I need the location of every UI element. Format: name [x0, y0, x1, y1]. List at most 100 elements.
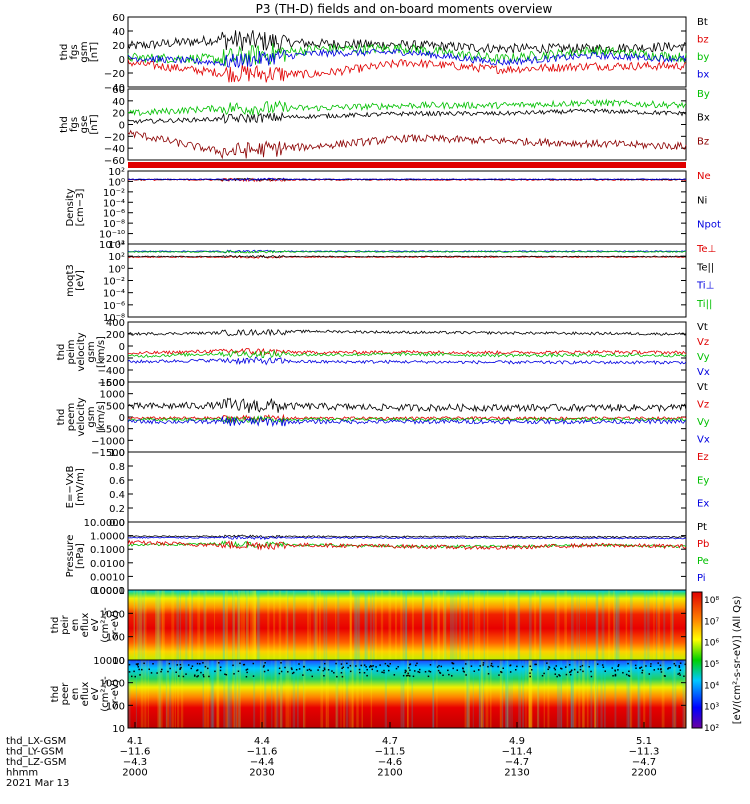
spectrogram-dot [601, 664, 604, 666]
spectrogram-streak [499, 660, 502, 728]
spectrogram-streak [222, 590, 225, 660]
legend-entry: Vx [697, 435, 710, 446]
spectrogram-dot [141, 668, 143, 671]
y-tick-label: −40 [104, 144, 125, 155]
spectrogram-streak [384, 660, 388, 728]
y-tick-label: −20 [104, 132, 125, 143]
spectrogram-streak [474, 590, 478, 660]
colorbar-tick: 10³ [704, 703, 719, 713]
y-axis-label: peer [60, 682, 71, 706]
spectrogram-streak [297, 660, 299, 728]
spectrogram-streak [252, 590, 256, 660]
spectrogram-streak [405, 590, 408, 660]
x-tick-value: −4.7 [632, 757, 656, 768]
spectrogram-streak [253, 590, 257, 660]
y-tick-label: 1000 [100, 679, 125, 690]
x-row-label: thd_LY-GSM [6, 747, 63, 758]
y-axis-label: E=−VxB [65, 466, 76, 509]
spectrogram-dot [546, 662, 548, 664]
spectrogram-streak [444, 590, 447, 660]
x-tick-value: 2030 [249, 768, 274, 779]
spectrogram-dot [369, 665, 372, 667]
spectrogram-streak [323, 590, 326, 660]
spectrogram-streak [570, 660, 574, 728]
spectrogram-dot [160, 670, 162, 673]
spectrogram-dot [381, 671, 383, 674]
spectrogram-streak [437, 590, 440, 660]
spectrogram-streak [547, 660, 550, 728]
spectrogram-dot [168, 662, 171, 665]
spectrogram-dot [438, 664, 440, 667]
y-tick-label: 40 [112, 27, 125, 38]
spectrogram-streak [285, 590, 288, 660]
spectrogram-dot [408, 675, 411, 677]
spectrogram-dot [284, 666, 286, 669]
spectrogram-streak [586, 660, 589, 728]
y-tick-label: 20 [112, 109, 125, 120]
y-tick-label: 60 [112, 85, 125, 96]
spectrogram-dot [280, 670, 283, 673]
y-tick-label: −1000 [91, 436, 125, 447]
spectrogram-streak [472, 660, 474, 728]
spectrogram-dot [684, 663, 687, 666]
spectrogram-streak [325, 660, 327, 728]
spectrogram-streak [578, 590, 580, 660]
y-tick-label: 40 [112, 97, 125, 108]
spectrogram-streak [436, 590, 440, 660]
spectrogram-dot [648, 673, 651, 675]
spectrogram-dot [323, 675, 325, 677]
y-axis-label: thd [50, 617, 61, 634]
spectrogram-dot [196, 669, 198, 672]
y-tick-label: 10000 [93, 656, 125, 667]
spectrogram-dot [465, 663, 467, 665]
spectrogram-dot [477, 669, 480, 671]
spectrogram-streak [307, 590, 310, 660]
spectrogram-streak [210, 660, 214, 728]
spectrogram-streak [682, 660, 685, 728]
spectrogram-dot [178, 675, 180, 677]
spectrogram-dot [548, 666, 550, 668]
spectrogram-dot [442, 674, 444, 677]
spectrogram-streak [243, 590, 246, 660]
spectrogram-dot [246, 668, 249, 671]
spectrogram-dot [308, 668, 311, 671]
spectrogram-streak [213, 590, 215, 660]
spectrogram-dot [196, 662, 199, 665]
spectrogram-streak [365, 590, 368, 660]
spectrogram-dot [570, 670, 572, 673]
legend-entry: By [697, 89, 710, 100]
spectrogram-dot [185, 673, 187, 675]
legend-entry: bz [697, 35, 709, 46]
spectrogram-streak [480, 660, 484, 728]
spectrogram-dot [379, 664, 381, 666]
spectrogram-streak [529, 660, 533, 728]
spectrogram-dot [679, 669, 682, 671]
spectrogram-streak [189, 590, 191, 660]
spectrogram-dot [490, 664, 492, 667]
y-tick-label: 1500 [100, 378, 125, 389]
spectrogram-dot [428, 670, 430, 672]
y-axis-label: Density [65, 188, 76, 226]
spectrogram-streak [179, 590, 182, 660]
spectrogram-streak [500, 660, 503, 728]
series-line-Vt [127, 397, 687, 414]
spectrogram-streak [267, 590, 270, 660]
spectrogram-dot [336, 675, 338, 678]
y-axis-label: gsm [86, 406, 97, 427]
spectrogram-streak [140, 590, 142, 660]
spectrogram-streak [404, 590, 408, 660]
spectrogram-streak [661, 660, 665, 728]
y-tick-label: 0.0100 [90, 559, 125, 570]
y-tick-label: −20 [104, 69, 125, 80]
spectrogram-streak [202, 660, 205, 728]
colorbar-tick: 10⁷ [704, 617, 719, 627]
y-tick-label: 10⁰ [108, 264, 125, 275]
spectrogram-streak [466, 660, 469, 728]
spectrogram-dot [278, 667, 281, 670]
spectrogram-streak [407, 660, 409, 728]
spectrogram-streak [464, 660, 467, 728]
spectrogram-streak [554, 590, 557, 660]
x-row-label: thd_LZ-GSM [6, 757, 67, 768]
spectrogram-dot [179, 663, 182, 666]
